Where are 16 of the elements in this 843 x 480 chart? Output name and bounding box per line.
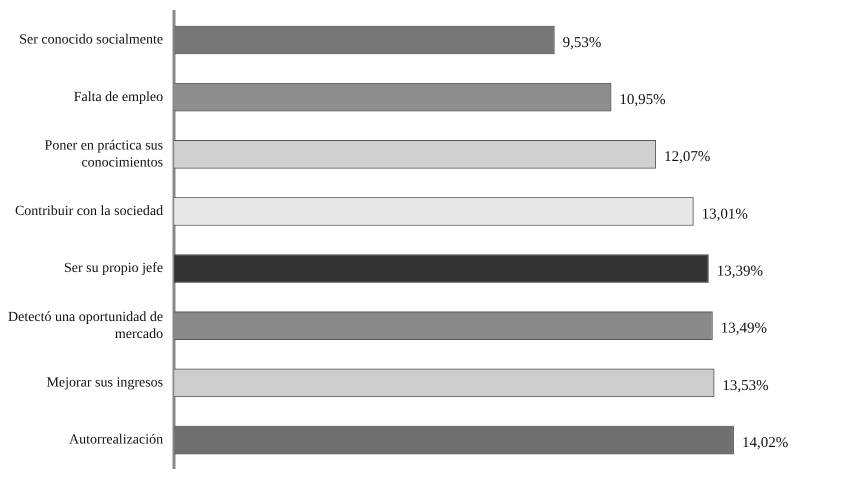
data-label: 13,53% <box>722 378 769 394</box>
data-label: 14,02% <box>742 434 788 451</box>
y-tick-label: Ser su propio jefe <box>64 261 164 276</box>
data-label: 12,07% <box>664 149 710 166</box>
data-label: 13,49% <box>720 320 768 337</box>
data-label: 9,53% <box>562 34 602 51</box>
data-label: 13,39% <box>716 264 764 280</box>
y-tick-label: Mejorar sus ingresos <box>46 376 164 391</box>
y-tick-label: Poner en práctica sus conocimientos <box>44 138 164 170</box>
y-tick-label: Falta de empleo <box>74 90 164 105</box>
data-label: 13,01% <box>702 206 748 222</box>
y-tick-label: Autorrealización <box>69 432 164 448</box>
y-tick-label: Contribuir con la sociedad <box>14 204 164 220</box>
y-tick-label: Detectó una oportunidad de mercado <box>8 310 164 342</box>
data-label: 10,95% <box>619 92 666 108</box>
y-tick-label: Ser conocido socialmente <box>19 32 164 48</box>
